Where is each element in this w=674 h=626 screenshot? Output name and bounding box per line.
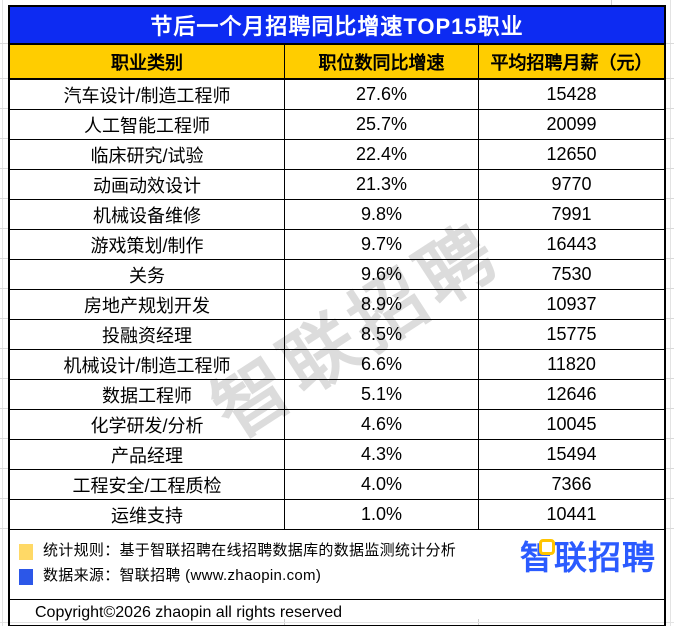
growth-cell: 27.6% (284, 80, 478, 109)
title-bar: 节后一个月招聘同比增速TOP15职业 (10, 7, 664, 45)
salary-cell: 10937 (478, 290, 664, 319)
occupation-cell: 动画动效设计 (93, 175, 201, 196)
footnote-text: 统计规则：基于智联招聘在线招聘数据库的数据监测统计分析 (43, 542, 457, 559)
occupation-cell: 游戏策划/制作 (90, 235, 204, 256)
growth-cell: 9.7% (284, 230, 478, 259)
column-header-salary: 平均招聘月薪（元） (478, 45, 664, 78)
table-body: 汽车设计/制造工程师 27.6% 15428 人工智能工程师 25.7% 200… (10, 80, 664, 530)
margin-gridline-ticks (0, 78, 8, 529)
salary-cell: 9770 (478, 170, 664, 199)
growth-cell: 4.0% (284, 470, 478, 499)
occupation-cell: 运维支持 (111, 505, 183, 526)
salary-cell: 20099 (478, 110, 664, 139)
table-row: 运维支持 1.0% 10441 (10, 500, 664, 530)
salary-cell: 10045 (478, 410, 664, 439)
occupation-cell: 数据工程师 (102, 385, 192, 406)
growth-cell: 6.6% (284, 350, 478, 379)
occupation-cell: 临床研究/试验 (90, 145, 204, 166)
footnote-text: 数据来源：智联招聘 (www.zhaopin.com) (43, 567, 322, 584)
growth-cell: 25.7% (284, 110, 478, 139)
margin-gridline-ticks (666, 78, 674, 529)
salary-cell: 11820 (478, 350, 664, 379)
yellow-square-bullet (19, 544, 33, 560)
table-row: 动画动效设计 21.3% 9770 (10, 170, 664, 200)
growth-cell: 4.3% (284, 440, 478, 469)
salary-cell: 16443 (478, 230, 664, 259)
column-header-occupation: 职业类别 (111, 52, 183, 73)
zhaopin-logo-accent-icon (539, 539, 555, 555)
occupation-cell: 关务 (129, 265, 165, 286)
column-header-growth: 职位数同比增速 (284, 45, 478, 78)
page-title: 节后一个月招聘同比增速TOP15职业 (150, 14, 524, 39)
occupation-cell: 汽车设计/制造工程师 (63, 85, 231, 106)
growth-cell: 8.5% (284, 320, 478, 349)
table-row: 化学研发/分析 4.6% 10045 (10, 410, 664, 440)
table-row: 产品经理 4.3% 15494 (10, 440, 664, 470)
occupation-cell: 机械设计/制造工程师 (63, 355, 231, 376)
salary-cell: 10441 (478, 500, 664, 529)
growth-cell: 9.8% (284, 200, 478, 229)
salary-cell: 7530 (478, 260, 664, 289)
occupation-cell: 房地产规划开发 (84, 295, 210, 316)
copyright-text: Copyright©2026 zhaopin all rights reserv… (35, 603, 343, 621)
salary-cell: 15428 (478, 80, 664, 109)
blue-square-bullet (19, 569, 33, 585)
footnotes-section: 统计规则：基于智联招聘在线招聘数据库的数据监测统计分析 数据来源：智联招聘 (w… (10, 530, 664, 600)
occupation-cell: 工程安全/工程质检 (72, 475, 222, 496)
occupation-cell: 产品经理 (111, 445, 183, 466)
table-row: 房地产规划开发 8.9% 10937 (10, 290, 664, 320)
salary-cell: 12650 (478, 140, 664, 169)
occupation-cell: 机械设备维修 (93, 205, 201, 226)
data-sheet: 节后一个月招聘同比增速TOP15职业 职业类别 职位数同比增速 平均招聘月薪（元… (8, 5, 666, 626)
table-header-row: 职业类别 职位数同比增速 平均招聘月薪（元） (10, 45, 664, 80)
table-row: 机械设计/制造工程师 6.6% 11820 (10, 350, 664, 380)
salary-cell: 7991 (478, 200, 664, 229)
growth-cell: 5.1% (284, 380, 478, 409)
salary-cell: 15775 (478, 320, 664, 349)
occupation-cell: 人工智能工程师 (84, 115, 210, 136)
salary-cell: 15494 (478, 440, 664, 469)
table-row: 投融资经理 8.5% 15775 (10, 320, 664, 350)
table-row: 关务 9.6% 7530 (10, 260, 664, 290)
table-row: 工程安全/工程质检 4.0% 7366 (10, 470, 664, 500)
table-row: 游戏策划/制作 9.7% 16443 (10, 230, 664, 260)
table-row: 人工智能工程师 25.7% 20099 (10, 110, 664, 140)
table-row: 数据工程师 5.1% 12646 (10, 380, 664, 410)
table-row: 汽车设计/制造工程师 27.6% 15428 (10, 80, 664, 110)
occupation-cell: 投融资经理 (102, 325, 192, 346)
margin-gridline (666, 43, 674, 44)
margin-gridline (0, 43, 8, 44)
footnote-data-source: 数据来源：智联招聘 (www.zhaopin.com) (10, 562, 664, 587)
margin-gridline (0, 622, 674, 623)
margin-gridline (611, 0, 612, 5)
occupation-cell: 化学研发/分析 (90, 415, 204, 436)
growth-cell: 1.0% (284, 500, 478, 529)
growth-cell: 9.6% (284, 260, 478, 289)
growth-cell: 22.4% (284, 140, 478, 169)
copyright-row: Copyright©2026 zhaopin all rights reserv… (10, 600, 664, 625)
growth-cell: 21.3% (284, 170, 478, 199)
salary-cell: 12646 (478, 380, 664, 409)
footnote-statistics-rule: 统计规则：基于智联招聘在线招聘数据库的数据监测统计分析 (10, 537, 664, 562)
table-row: 机械设备维修 9.8% 7991 (10, 200, 664, 230)
salary-cell: 7366 (478, 470, 664, 499)
growth-cell: 8.9% (284, 290, 478, 319)
growth-cell: 4.6% (284, 410, 478, 439)
zhaopin-logo: 智联招聘 (520, 539, 656, 574)
table-row: 临床研究/试验 22.4% 12650 (10, 140, 664, 170)
